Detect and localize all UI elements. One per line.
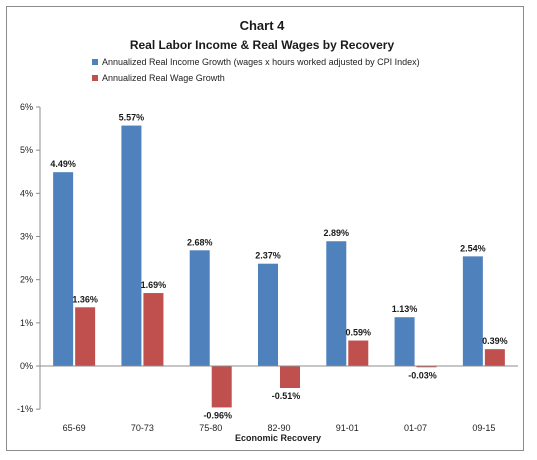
y-tick-label: -1% bbox=[17, 404, 33, 414]
bar-wage-growth bbox=[416, 366, 437, 368]
x-tick-label: 70-73 bbox=[131, 423, 154, 433]
x-tick-label: 82-90 bbox=[267, 423, 290, 433]
x-tick-label: 01-07 bbox=[404, 423, 427, 433]
bar-income-growth bbox=[121, 125, 142, 366]
y-tick-label: 1% bbox=[20, 318, 33, 328]
bar-income-growth bbox=[462, 256, 483, 366]
bar-wage-growth bbox=[211, 366, 232, 408]
data-label-wage: -0.96% bbox=[203, 410, 232, 420]
data-label-income: 2.89% bbox=[324, 228, 350, 238]
legend-label-wage: Annualized Real Wage Growth bbox=[102, 73, 225, 83]
data-label-income: 2.68% bbox=[187, 237, 213, 247]
data-label-income: 1.13% bbox=[392, 304, 418, 314]
data-label-wage: -0.51% bbox=[272, 391, 301, 401]
y-axis: -1% 0% 1% 2% 3% 4% 5% 6% bbox=[17, 102, 41, 414]
plot-area: 4.49% 1.36% 5.57% 1.69% 2.68% -0.96% 2.37% -0.5… bbox=[50, 113, 507, 421]
x-axis-title: Economic Recovery bbox=[235, 433, 321, 443]
data-label-wage: 1.36% bbox=[72, 294, 98, 304]
y-tick-label: 6% bbox=[20, 102, 33, 112]
bar-wage-growth bbox=[75, 307, 96, 366]
x-tick-label: 65-69 bbox=[63, 423, 86, 433]
legend-swatch-income bbox=[92, 59, 98, 65]
data-label-income: 4.49% bbox=[50, 159, 76, 169]
x-tick-label: 75-80 bbox=[199, 423, 222, 433]
legend: Annualized Real Income Growth (wages x h… bbox=[92, 57, 420, 83]
data-label-income: 2.54% bbox=[460, 243, 486, 253]
data-label-wage: 0.59% bbox=[346, 328, 372, 338]
bar-income-growth bbox=[189, 250, 210, 366]
y-tick-label: 3% bbox=[20, 232, 33, 242]
data-label-income: 5.57% bbox=[119, 113, 145, 123]
bar-wage-growth bbox=[484, 349, 505, 366]
bar-income-growth bbox=[258, 263, 278, 366]
x-tick-label: 91-01 bbox=[336, 423, 359, 433]
y-tick-label: 4% bbox=[20, 188, 33, 198]
bar-wage-growth bbox=[280, 366, 300, 389]
legend-swatch-wage bbox=[92, 75, 98, 81]
chart-subtitle: Real Labor Income & Real Wages by Recove… bbox=[130, 38, 395, 52]
bar-income-growth bbox=[394, 317, 415, 366]
chart-title: Chart 4 bbox=[240, 18, 286, 33]
data-label-wage: -0.03% bbox=[408, 370, 437, 380]
data-label-wage: 1.69% bbox=[141, 280, 167, 290]
bar-wage-growth bbox=[143, 293, 164, 366]
data-label-wage: 0.39% bbox=[482, 336, 508, 346]
bar-income-growth bbox=[53, 172, 74, 366]
y-tick-label: 2% bbox=[20, 275, 33, 285]
y-tick-label: 0% bbox=[20, 361, 33, 371]
x-axis: 65-69 70-73 75-80 82-90 91-01 01-07 09-15 bbox=[40, 365, 518, 433]
bar-income-growth bbox=[326, 241, 347, 366]
bar-wage-growth bbox=[348, 340, 369, 366]
y-tick-label: 5% bbox=[20, 145, 33, 155]
legend-label-income: Annualized Real Income Growth (wages x h… bbox=[102, 57, 420, 67]
x-tick-label: 09-15 bbox=[472, 423, 495, 433]
data-label-income: 2.37% bbox=[255, 251, 281, 261]
